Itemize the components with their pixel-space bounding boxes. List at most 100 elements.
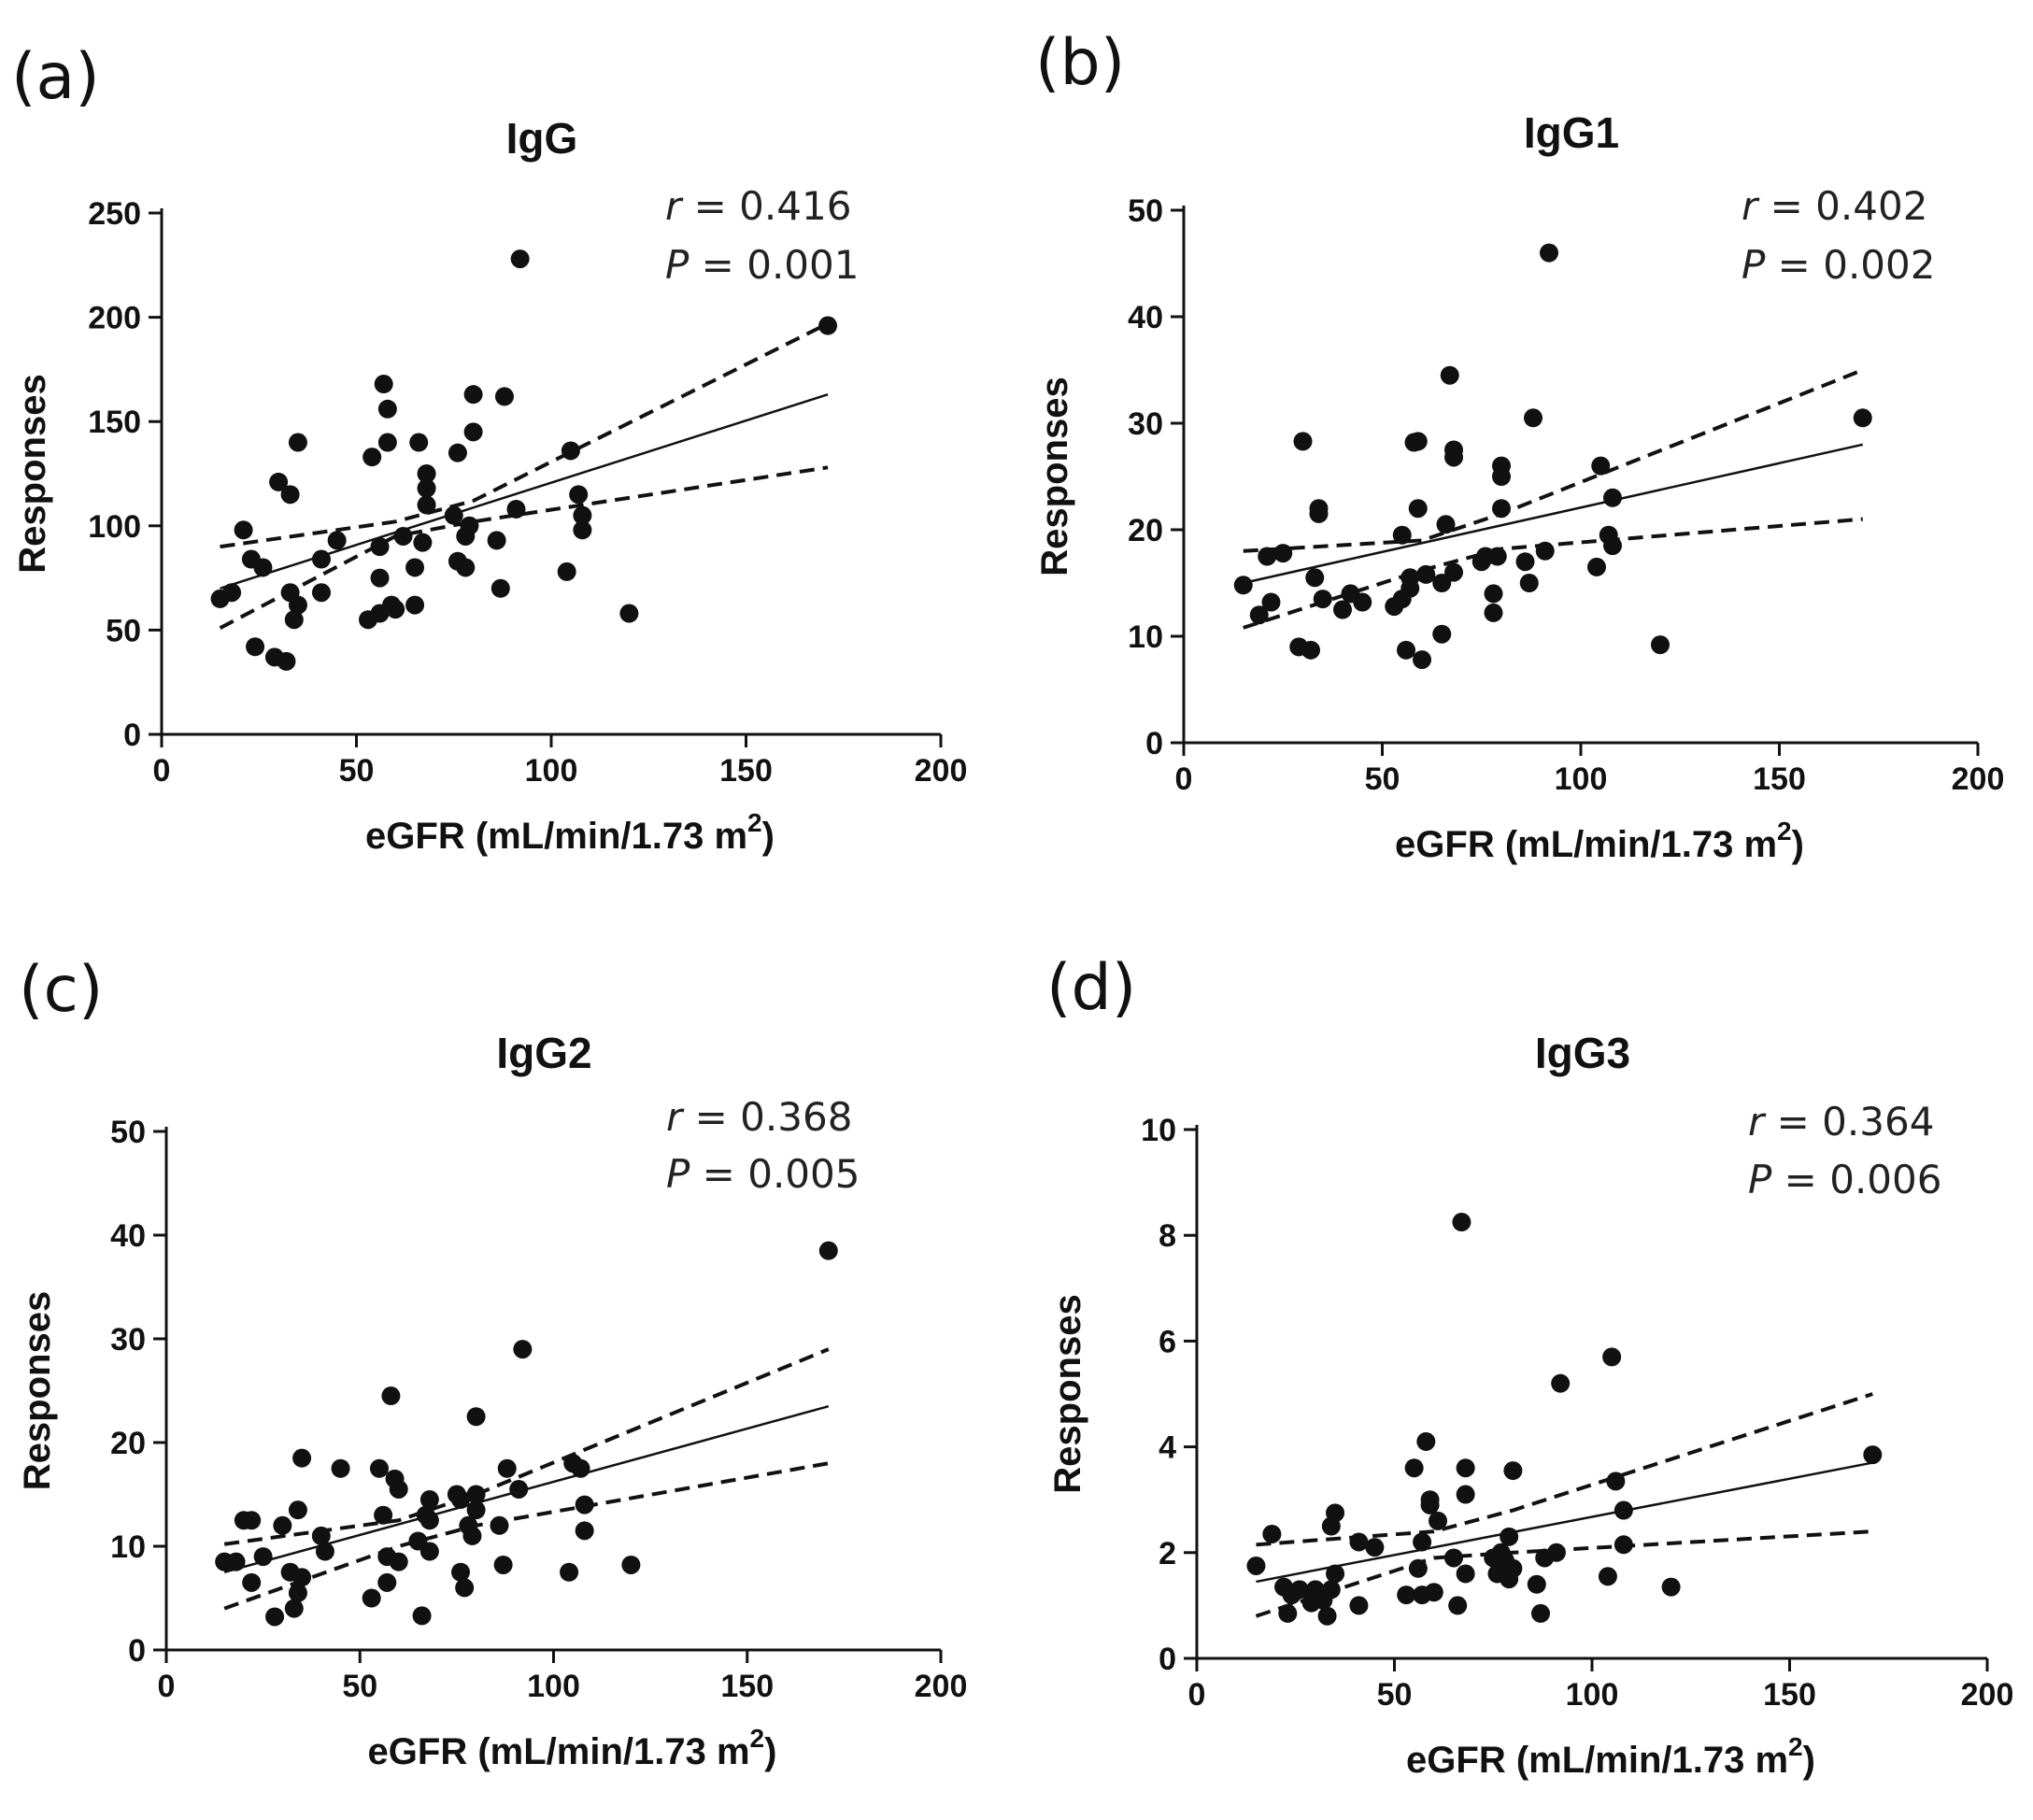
x-tick-label: 100 — [527, 1669, 580, 1704]
data-point — [363, 448, 382, 467]
regression-line — [220, 392, 829, 590]
data-point — [277, 651, 296, 671]
data-point — [311, 583, 331, 603]
data-point — [381, 1386, 401, 1406]
data-point — [417, 464, 436, 483]
panel-letter: (c) — [19, 953, 103, 1027]
chart-title: IgG — [506, 114, 578, 163]
r-annotation: r = 0.364 — [1748, 1099, 1934, 1145]
x-tick-label: 150 — [719, 753, 773, 789]
data-point — [1273, 544, 1293, 563]
chart-title: IgG1 — [1524, 108, 1619, 157]
data-point — [1614, 1535, 1633, 1555]
y-tick-label: 50 — [1128, 193, 1163, 229]
data-point — [1448, 1596, 1468, 1615]
chart-title: IgG2 — [496, 1029, 591, 1077]
data-point — [1540, 243, 1558, 263]
ci-upper-line — [223, 1347, 830, 1546]
r-symbol: r — [665, 183, 684, 229]
data-point — [393, 526, 413, 546]
ci-lower-line — [219, 465, 829, 630]
data-point — [362, 1588, 381, 1608]
y-tick-label: 8 — [1159, 1218, 1176, 1254]
data-point — [1413, 1532, 1432, 1552]
p-value: = 0.002 — [1765, 242, 1935, 288]
data-point — [1602, 1347, 1622, 1367]
data-point — [575, 1521, 594, 1541]
data-point — [1400, 578, 1420, 598]
x-tick-label: 150 — [720, 1669, 774, 1704]
panel-letter: (d) — [1046, 951, 1136, 1025]
x-tick-label: 50 — [339, 753, 375, 789]
y-tick-label: 100 — [88, 509, 141, 545]
data-point — [463, 422, 483, 442]
data-point — [1456, 1485, 1475, 1504]
y-tick-label: 200 — [88, 301, 141, 336]
data-point — [1353, 592, 1372, 612]
chart-title: IgG3 — [1535, 1029, 1630, 1077]
data-point — [448, 443, 467, 462]
data-point — [242, 1511, 262, 1530]
data-point — [493, 1555, 513, 1574]
x-tick-label: 0 — [158, 1669, 176, 1704]
data-point — [1397, 1585, 1416, 1605]
data-point — [253, 558, 273, 577]
data-point — [1326, 1503, 1345, 1523]
y-axis-label: Responses — [1034, 377, 1075, 576]
data-point — [1408, 432, 1428, 451]
x-tick-label: 0 — [153, 753, 171, 789]
data-point — [513, 1340, 533, 1359]
data-point — [1853, 408, 1872, 428]
data-point — [1326, 1564, 1345, 1584]
data-point — [1863, 1445, 1883, 1465]
y-tick-label: 20 — [110, 1426, 146, 1461]
data-point — [460, 516, 479, 535]
data-point — [509, 1479, 529, 1499]
data-point — [386, 600, 405, 619]
data-point — [573, 520, 592, 540]
data-point — [456, 558, 476, 577]
r-value: = 0.368 — [682, 1094, 852, 1140]
y-tick-label: 6 — [1159, 1324, 1176, 1359]
chart-panel-1: (a) IgG 0 50 100 150 200 250 0 50 100 150 200 eGFR (m… — [11, 40, 967, 857]
y-tick-label: 250 — [88, 196, 141, 232]
data-point — [377, 1572, 397, 1592]
x-tick-label: 200 — [1961, 1677, 2014, 1713]
p-symbol: P — [1742, 242, 1766, 288]
x-axis-label: eGFR (mL/min/1.73 m2) — [1406, 1732, 1815, 1781]
data-point — [1309, 499, 1329, 519]
data-point — [466, 1500, 486, 1520]
data-point — [1551, 1373, 1571, 1393]
p-value: = 0.006 — [1771, 1157, 1941, 1202]
data-point — [1436, 515, 1456, 534]
r-value: = 0.416 — [681, 183, 851, 229]
data-point — [487, 531, 506, 550]
y-tick-label: 0 — [1145, 726, 1163, 761]
data-point — [1598, 1567, 1617, 1586]
data-point — [327, 531, 347, 550]
data-point — [1452, 1213, 1471, 1232]
data-point — [412, 1606, 432, 1626]
data-point — [1424, 1583, 1443, 1602]
y-axis-label: Responses — [17, 1291, 58, 1490]
r-value: = 0.402 — [1757, 183, 1927, 229]
data-point — [253, 1547, 273, 1567]
data-point — [1587, 557, 1606, 576]
y-tick-label: 10 — [1141, 1113, 1176, 1148]
data-point — [1261, 592, 1281, 612]
data-point — [561, 441, 580, 461]
data-point — [1527, 1574, 1546, 1594]
data-point — [1456, 1458, 1475, 1478]
data-point — [818, 1241, 838, 1260]
data-point — [1313, 590, 1332, 609]
data-point — [222, 583, 242, 603]
data-point — [1233, 576, 1253, 595]
x-tick-label: 50 — [1377, 1677, 1413, 1713]
data-point — [1519, 574, 1539, 592]
data-point — [311, 549, 331, 569]
data-point — [510, 249, 530, 269]
data-point — [226, 1552, 246, 1571]
panel-letter: (b) — [1035, 26, 1125, 100]
x-axis-label-close: ) — [1803, 1740, 1815, 1781]
data-point — [1262, 1524, 1282, 1543]
